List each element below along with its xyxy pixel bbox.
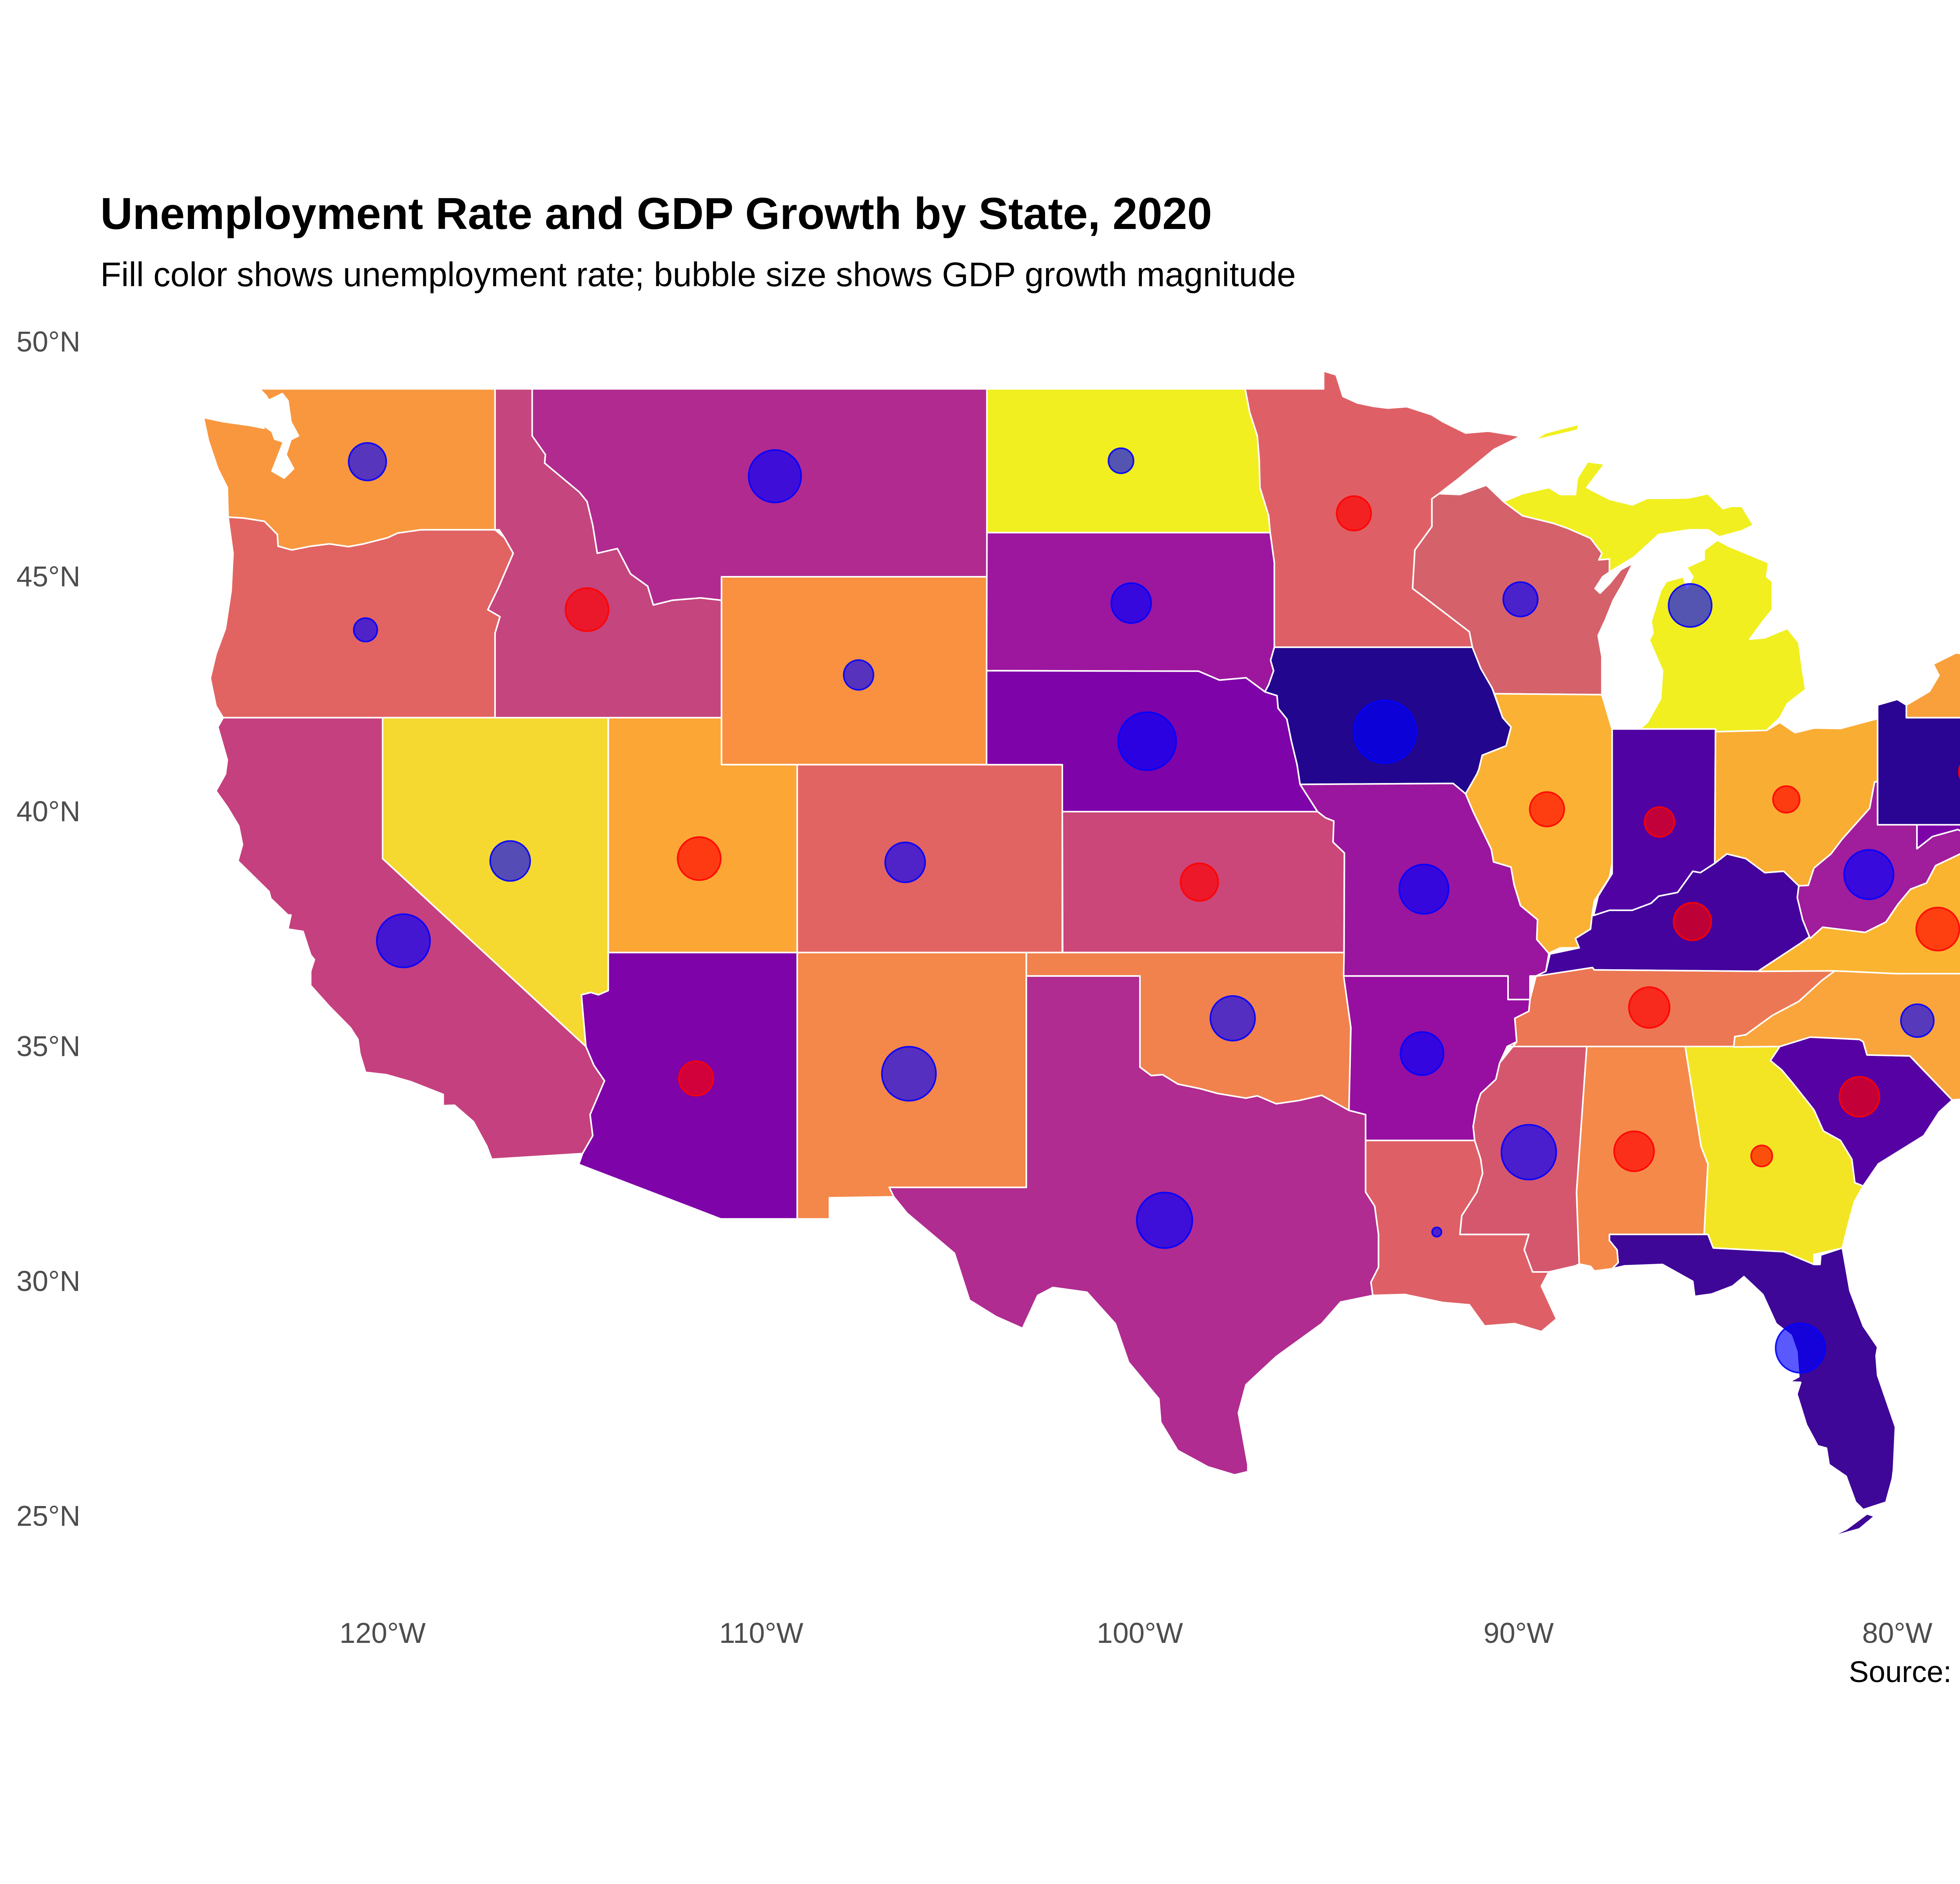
svg-text:40°N: 40°N (16, 796, 80, 828)
svg-text:50°N: 50°N (16, 326, 80, 358)
svg-text:120°W: 120°W (339, 1617, 426, 1649)
svg-text:Fill color shows unemployment: Fill color shows unemployment rate; bubb… (100, 256, 1296, 294)
svg-text:Unemployment Rate and GDP Grow: Unemployment Rate and GDP Growth by Stat… (100, 189, 1212, 239)
svg-text:80°W: 80°W (1862, 1617, 1932, 1649)
svg-text:45°N: 45°N (16, 561, 80, 593)
svg-text:25°N: 25°N (16, 1501, 80, 1532)
svg-text:30°N: 30°N (16, 1266, 80, 1297)
svg-text:110°W: 110°W (719, 1617, 804, 1649)
svg-text:90°W: 90°W (1483, 1617, 1553, 1649)
svg-text:100°W: 100°W (1097, 1617, 1183, 1649)
svg-text:35°N: 35°N (16, 1031, 80, 1063)
svg-text:Source: Simulated data for edu: Source: Simulated data for educational p… (1849, 1655, 1960, 1689)
